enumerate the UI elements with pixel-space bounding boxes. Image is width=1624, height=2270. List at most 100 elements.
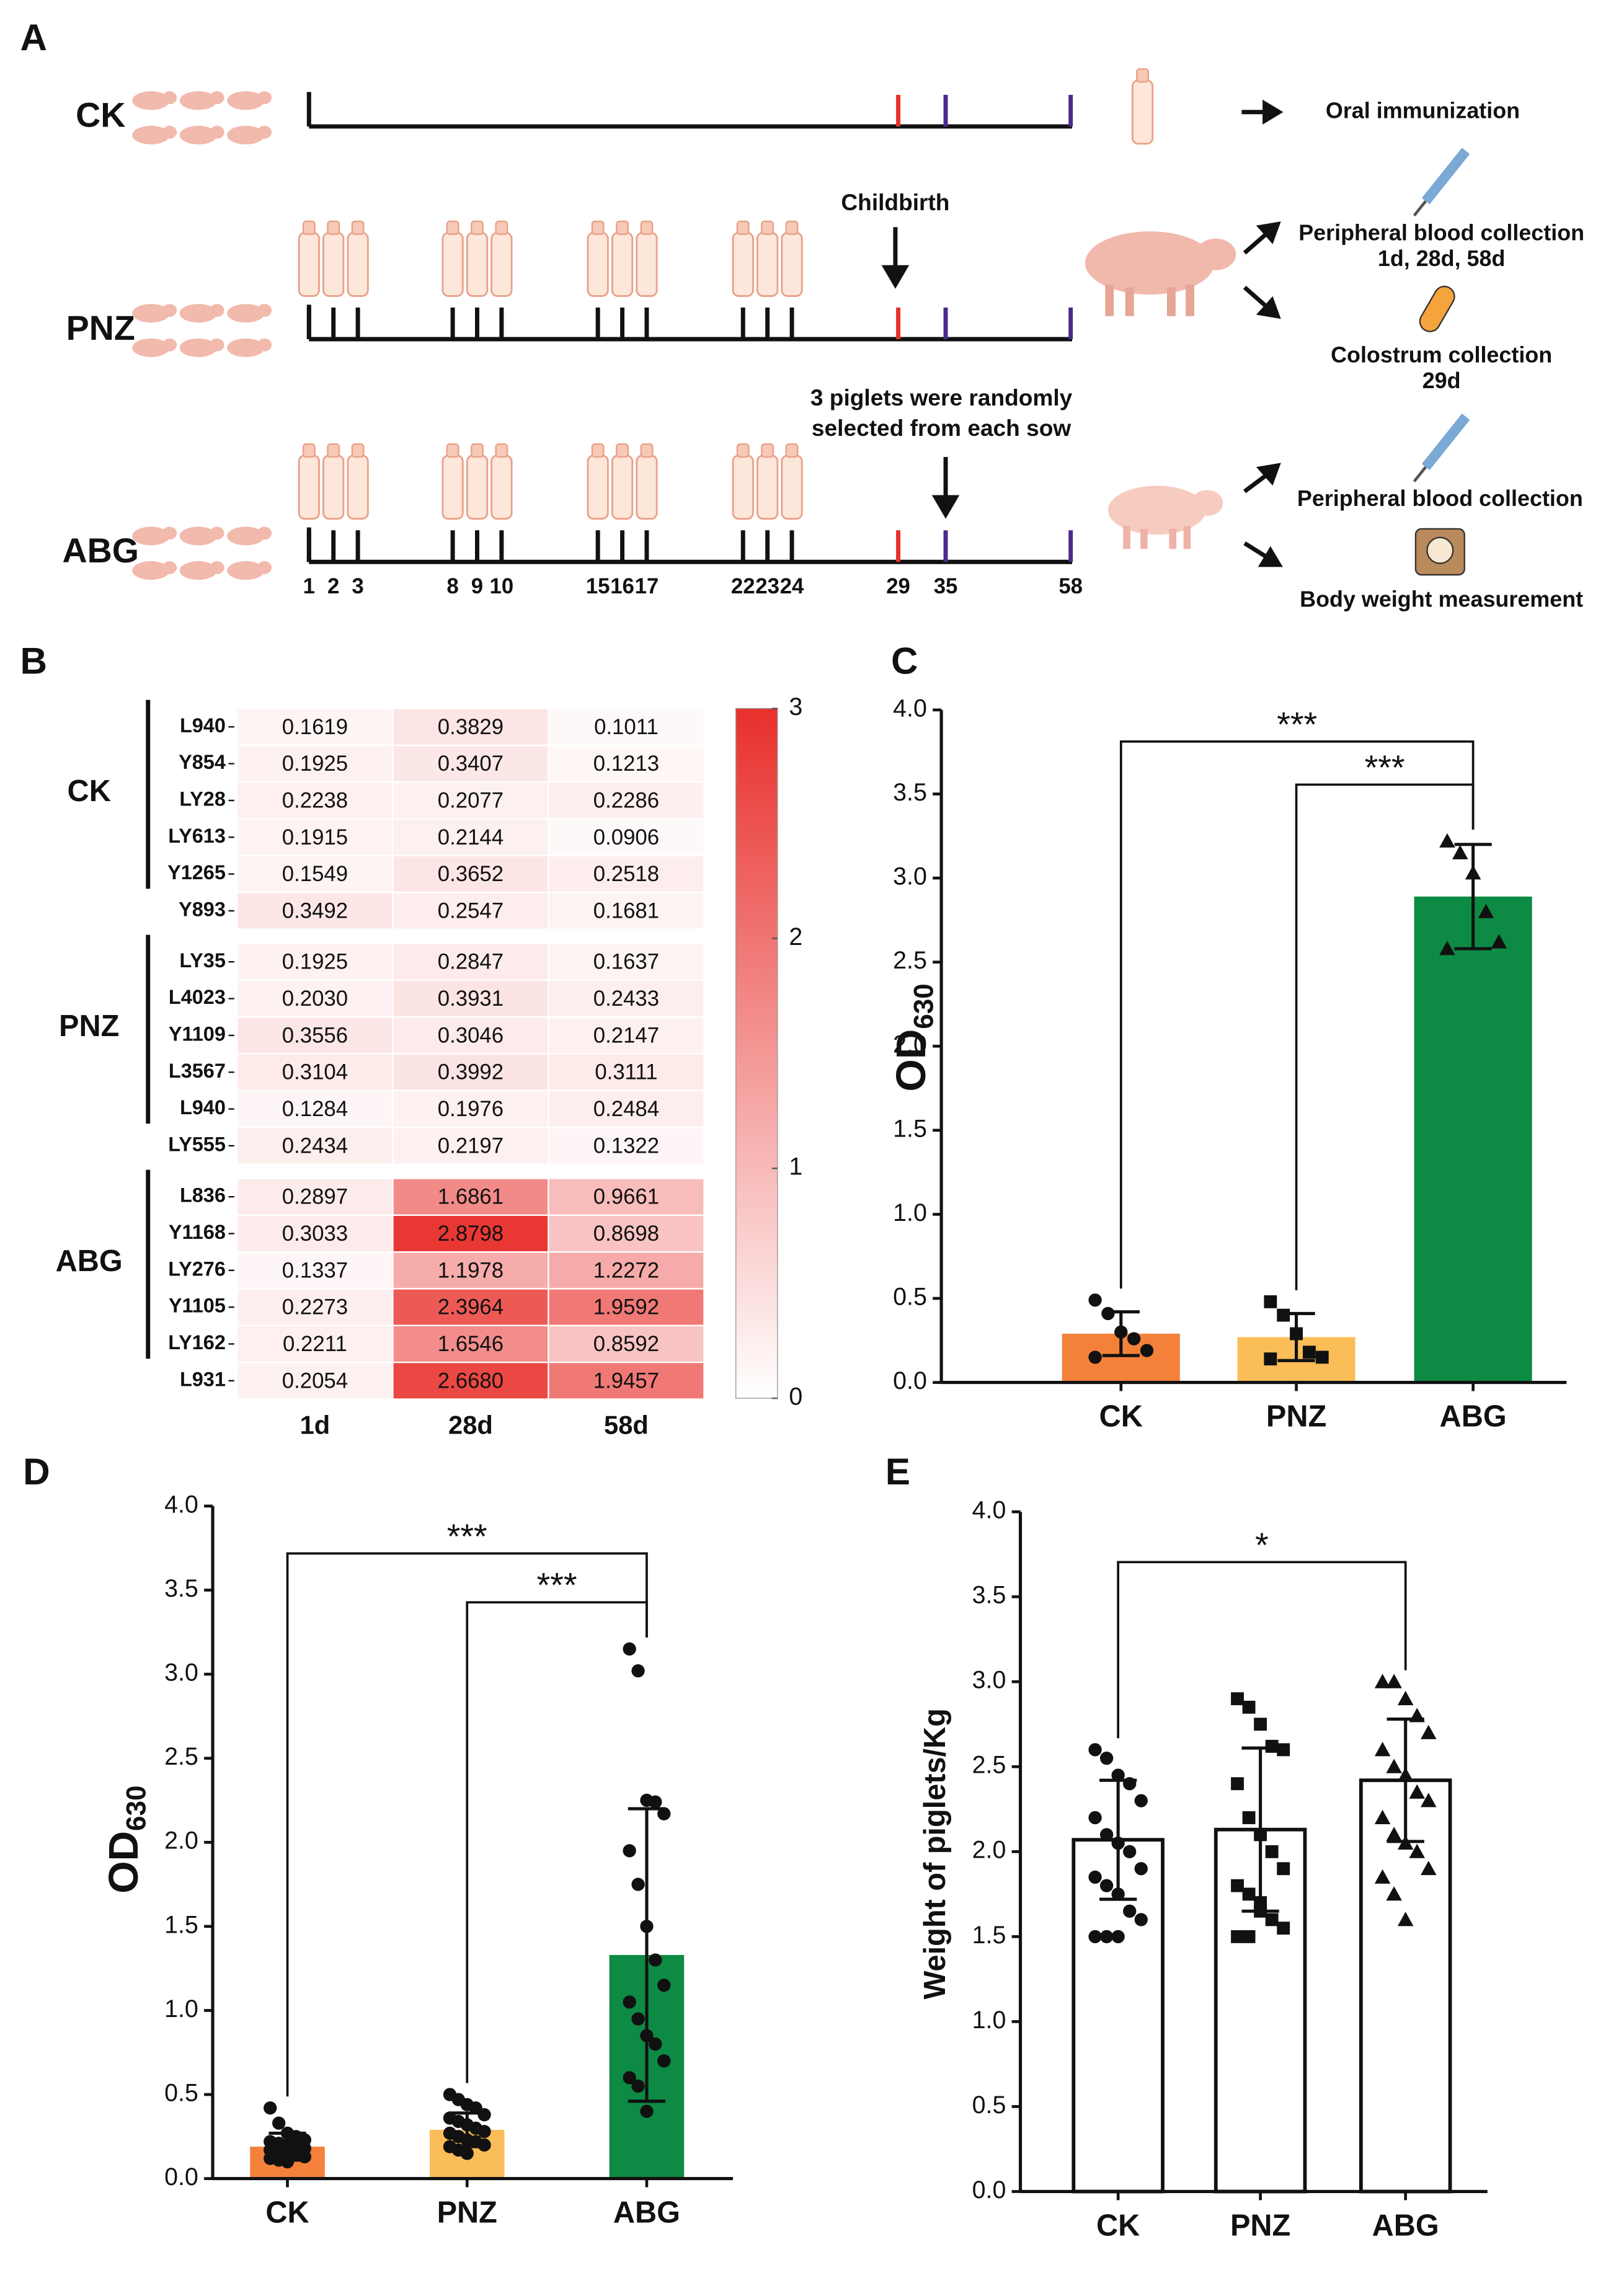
y-tick-label: 3.0 [893, 863, 927, 890]
point [1123, 1904, 1137, 1918]
x-tick-label: CK [265, 2196, 309, 2229]
day-label: 17 [635, 575, 659, 598]
cell-label: 0.2286 [593, 789, 659, 812]
cell-label: 0.3407 [438, 752, 504, 776]
x-tick-label: PNZ [437, 2196, 497, 2229]
row-label: LY613 [168, 825, 226, 847]
point [1439, 941, 1455, 955]
cell-label: 0.1925 [282, 752, 348, 776]
y-axis-label: Weight of piglets/Kg [918, 1708, 952, 1999]
point [1491, 934, 1507, 949]
heat-cell [236, 979, 394, 1018]
colorbar-label: 0 [789, 1383, 802, 1411]
y-tick-label: 2.0 [893, 1031, 927, 1058]
point [280, 2155, 295, 2169]
point [1134, 1794, 1148, 1807]
row-label: Y1105 [169, 1295, 226, 1317]
heat-cell [392, 1361, 549, 1400]
row-label: Y1168 [169, 1221, 226, 1243]
selection-label: selected from each sow [812, 415, 1071, 441]
cell-label: 0.3931 [438, 987, 504, 1011]
bottle [347, 454, 369, 520]
point [1123, 1845, 1137, 1858]
arrows [881, 99, 1284, 567]
group-label: ABG [62, 531, 139, 570]
point [1111, 1887, 1125, 1901]
cell-label: 0.1637 [593, 951, 659, 974]
cell-label: 0.8698 [593, 1222, 659, 1246]
y-tick-label: 2.0 [164, 1827, 198, 1855]
pig-head [210, 304, 224, 317]
significance-bracket [286, 1552, 648, 2097]
cell-label: 0.3111 [595, 1061, 657, 1084]
row-label: LY35 [179, 949, 226, 972]
day-label: 22 [731, 575, 755, 598]
point [1265, 1739, 1279, 1753]
cell-label: 0.8592 [593, 1332, 659, 1356]
cell-label: 0.2484 [593, 1097, 659, 1121]
point [1421, 1793, 1437, 1807]
step-label: Oral immunization [1326, 97, 1520, 123]
bottle [636, 454, 658, 520]
point [1254, 1896, 1267, 1909]
group-label: PNZ [59, 1009, 119, 1043]
point [1111, 1930, 1125, 1944]
cell-label: 0.3033 [282, 1222, 348, 1246]
day-label: 2 [327, 575, 339, 598]
panel-label: C [891, 640, 918, 682]
significance-bracket [1295, 783, 1475, 1290]
bottle [298, 454, 320, 520]
heat-cell [392, 744, 549, 783]
point [1465, 865, 1481, 880]
x-tick-label: PNZ [1230, 2209, 1290, 2242]
point [1397, 1767, 1414, 1782]
y-tick-label: 3.0 [164, 1659, 198, 1686]
heat-cell [392, 1214, 549, 1253]
bottle [322, 454, 345, 520]
cell-label: 0.1213 [593, 752, 659, 776]
cell-label: 0.1915 [282, 826, 348, 849]
colorbar-label: 2 [789, 923, 802, 951]
x-tick-label: ABG [1372, 2209, 1439, 2242]
bottle-cap [495, 443, 508, 458]
significance-label: *** [1365, 748, 1405, 787]
point [1127, 1332, 1141, 1346]
point [1397, 1690, 1414, 1706]
bottle [298, 232, 320, 297]
point [649, 1795, 662, 1809]
y-tick-label: 0.5 [893, 1283, 927, 1310]
cell-label: 1.2272 [593, 1259, 659, 1282]
row-label: LY162 [168, 1331, 226, 1354]
cell-label: 0.2147 [593, 1024, 659, 1047]
pig-head [210, 561, 224, 574]
y-tick-label: 3.5 [893, 779, 927, 806]
arrow-head [1258, 546, 1283, 567]
point [1386, 1674, 1402, 1688]
bottle [587, 232, 609, 297]
x-tick-label: PNZ [1266, 1399, 1326, 1433]
group-label: CK [76, 96, 125, 135]
point [1088, 1293, 1102, 1307]
pig-head [257, 304, 272, 317]
pig-legs [1123, 526, 1191, 549]
cell-label: 0.9661 [593, 1186, 659, 1209]
point [477, 2108, 491, 2122]
pig-body [132, 526, 170, 546]
pig-body [179, 561, 217, 580]
point [264, 2101, 277, 2115]
point [631, 1664, 645, 1678]
heat-cell [236, 1324, 394, 1363]
point [1386, 1827, 1402, 1842]
cell-label: 0.2030 [282, 987, 348, 1011]
bottle-cap [302, 443, 316, 458]
significance-bracket [1117, 1561, 1407, 1739]
heat-cell [236, 1127, 394, 1165]
pig-head [162, 338, 177, 352]
point [477, 2138, 491, 2152]
point [640, 1920, 654, 1933]
colorbar-label: 3 [789, 693, 802, 720]
point [1386, 1758, 1402, 1773]
y-tick-label: 1.5 [164, 1911, 198, 1938]
heat-cell [392, 1089, 549, 1128]
heat-cell [236, 1053, 394, 1092]
